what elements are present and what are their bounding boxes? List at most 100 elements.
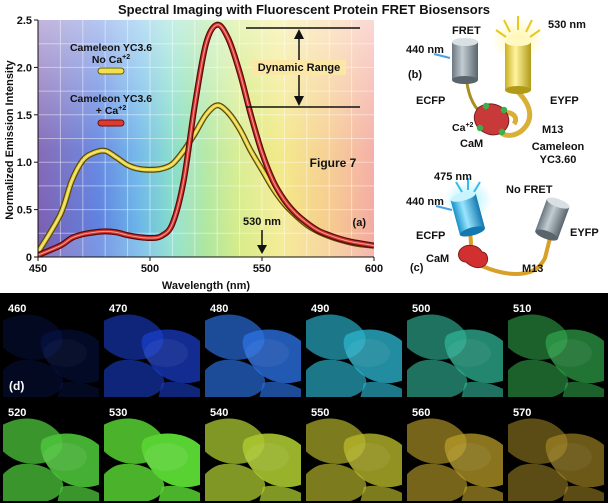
cell-highlight <box>548 443 592 471</box>
wavelength-label: 470 <box>109 303 128 315</box>
legend-swatch-no-ca <box>97 67 125 75</box>
cell-shape <box>508 463 569 501</box>
spectral-image-tile: 550 <box>306 403 402 501</box>
panel-b-label: (b) <box>408 69 422 81</box>
cell-image <box>205 418 301 501</box>
wavelength-label: 520 <box>8 407 27 419</box>
cell-shape <box>259 381 301 397</box>
cell-shape <box>360 381 402 397</box>
spectral-image-tile: 490 <box>306 299 402 397</box>
series-with-calcium-highlight <box>38 24 374 256</box>
m13-label-bottom: M13 <box>522 263 543 275</box>
cell-shape <box>104 359 165 397</box>
cell-highlight <box>144 443 188 471</box>
wavelength-label: 490 <box>311 303 330 315</box>
cell-image <box>104 418 200 501</box>
cell-image <box>3 418 99 501</box>
ecfp-barrel-top <box>452 38 478 84</box>
x-tick-label: 600 <box>365 263 383 275</box>
m13-label-top: M13 <box>542 124 563 136</box>
cell-shape <box>562 485 604 501</box>
wavelength-label: 480 <box>210 303 229 315</box>
cell-image <box>407 314 503 397</box>
x-axis-label: Wavelength (nm) <box>162 280 251 292</box>
legend: Cameleon YC3.6 No Ca+2 Cameleon YC3.6 + … <box>70 42 152 127</box>
cell-image <box>3 314 99 397</box>
spectral-image-tile: 510 <box>508 299 604 397</box>
spectral-image-grid: 460 (d) 470 480 490 500 510 520 530 540 550 560 570 <box>0 293 608 503</box>
y-tick-label: 1.0 <box>17 157 32 169</box>
cam-domain-bottom <box>458 244 489 269</box>
spectral-image-tile: 500 <box>407 299 503 397</box>
y-tick-label: 0.5 <box>17 205 32 217</box>
cell-shape <box>3 314 63 360</box>
cell-highlight <box>346 339 390 367</box>
spectral-image-tile: 460 (d) <box>3 299 99 397</box>
y-tick-label: 1.5 <box>17 110 32 122</box>
cell-image <box>508 314 604 397</box>
y-tick-label: 2.5 <box>17 15 32 27</box>
cell-image <box>508 418 604 501</box>
x-tick-label: 500 <box>141 263 159 275</box>
cell-highlight <box>144 339 188 367</box>
emission-475-label: 475 nm <box>434 171 472 183</box>
plot-area <box>38 20 374 257</box>
cell-shape <box>3 463 64 501</box>
cell-shape <box>407 359 468 397</box>
cell-shape <box>158 485 200 501</box>
area-under-curve <box>38 24 374 257</box>
wavelength-label: 500 <box>412 303 431 315</box>
no-fret-label: No FRET <box>506 184 553 196</box>
cell-highlight <box>43 339 87 367</box>
cameleon-name-line2: YC3.60 <box>540 154 577 166</box>
legend-ca-line1: Cameleon YC3.6 <box>70 93 152 105</box>
cell-shape <box>40 329 99 384</box>
excitation-arrow-top <box>433 53 451 59</box>
cell-shape <box>407 463 468 501</box>
cell-shape <box>3 359 64 397</box>
y-tick-label: 0 <box>26 252 32 264</box>
cell-highlight <box>43 443 87 471</box>
axes: 450 500 550 600 0 0.5 1.0 1.5 2.0 2.5 <box>17 15 383 275</box>
eyfp-barrel-bottom <box>535 197 570 241</box>
cell-image <box>306 314 402 397</box>
cell-highlight <box>245 339 289 367</box>
spectral-image-tile: 560 <box>407 403 503 501</box>
cell-image <box>407 418 503 501</box>
cell-shape <box>57 485 99 501</box>
cell-shape <box>104 463 165 501</box>
cam-label-bottom: CaM <box>426 253 449 265</box>
excitation-440-label-top: 440 nm <box>406 44 444 56</box>
wavelength-label: 550 <box>311 407 330 419</box>
legend-swatch-ca <box>97 119 125 127</box>
ecfp-label-bottom: ECFP <box>416 230 445 242</box>
legend-no-ca-line1: Cameleon YC3.6 <box>70 42 152 54</box>
spectral-image-tile: 540 <box>205 403 301 501</box>
cell-image <box>205 314 301 397</box>
cameleon-diagram: FRET 530 nm 440 nm (b) ECFP EYFP Ca+2 Ca… <box>406 16 599 276</box>
panel-d-label: (d) <box>9 379 25 393</box>
cell-shape <box>57 381 99 397</box>
cell-image <box>104 314 200 397</box>
eyfp-barrel-top <box>505 38 531 94</box>
ecfp-barrel-bottom <box>450 191 485 237</box>
dynamic-range-label: Dynamic Range <box>258 62 341 74</box>
530nm-marker-label: 530 nm <box>243 216 281 228</box>
figure-number: Figure 7 <box>310 156 357 170</box>
cell-image <box>306 418 402 501</box>
calcium-label: Ca+2 <box>452 122 474 134</box>
cell-highlight <box>447 339 491 367</box>
y-axis-label: Normalized Emission Intensity <box>4 59 16 219</box>
eyfp-label-top: EYFP <box>550 95 579 107</box>
cell-shape <box>360 485 402 501</box>
spectral-image-tile: 520 <box>3 403 99 501</box>
spectral-image-tile: 470 <box>104 299 200 397</box>
cell-shape <box>205 463 266 501</box>
legend-no-ca-line2: No Ca+2 <box>92 54 130 66</box>
cell-shape <box>508 359 569 397</box>
cell-highlight <box>447 443 491 471</box>
panel-a-label: (a) <box>353 217 367 229</box>
cell-shape <box>562 381 604 397</box>
cell-shape <box>158 381 200 397</box>
wavelength-label: 540 <box>210 407 229 419</box>
